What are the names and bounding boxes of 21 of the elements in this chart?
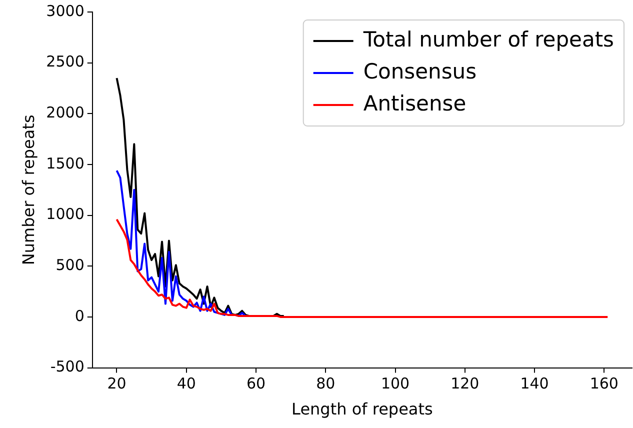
x-tick-label: 80 — [316, 374, 336, 393]
y-tick-label: 500 — [56, 256, 84, 274]
y-tick-label: 2000 — [46, 104, 84, 122]
y-tick-label: 1000 — [46, 205, 84, 224]
y-axis-title: Number of repeats — [18, 114, 38, 266]
x-tick-label: 100 — [380, 374, 410, 393]
legend-label: Total number of repeats — [362, 27, 614, 52]
x-tick-label: 160 — [590, 374, 618, 393]
x-tick-label: 140 — [520, 374, 549, 393]
x-tick-label: 60 — [246, 374, 266, 393]
legend-label: Antisense — [363, 91, 466, 116]
y-tick-label: 3000 — [46, 2, 84, 20]
x-tick-label: 20 — [107, 374, 126, 393]
y-tick-label: 0 — [74, 306, 84, 325]
y-tick-label: 1500 — [46, 154, 84, 172]
x-tick-label: 120 — [450, 374, 480, 393]
y-tick-label: -500 — [50, 358, 84, 376]
y-tick-label: 2500 — [46, 52, 84, 71]
legend-label: Consensus — [363, 59, 477, 84]
x-tick-label: 40 — [176, 374, 196, 393]
x-axis-title: Length of repeats — [292, 400, 433, 419]
